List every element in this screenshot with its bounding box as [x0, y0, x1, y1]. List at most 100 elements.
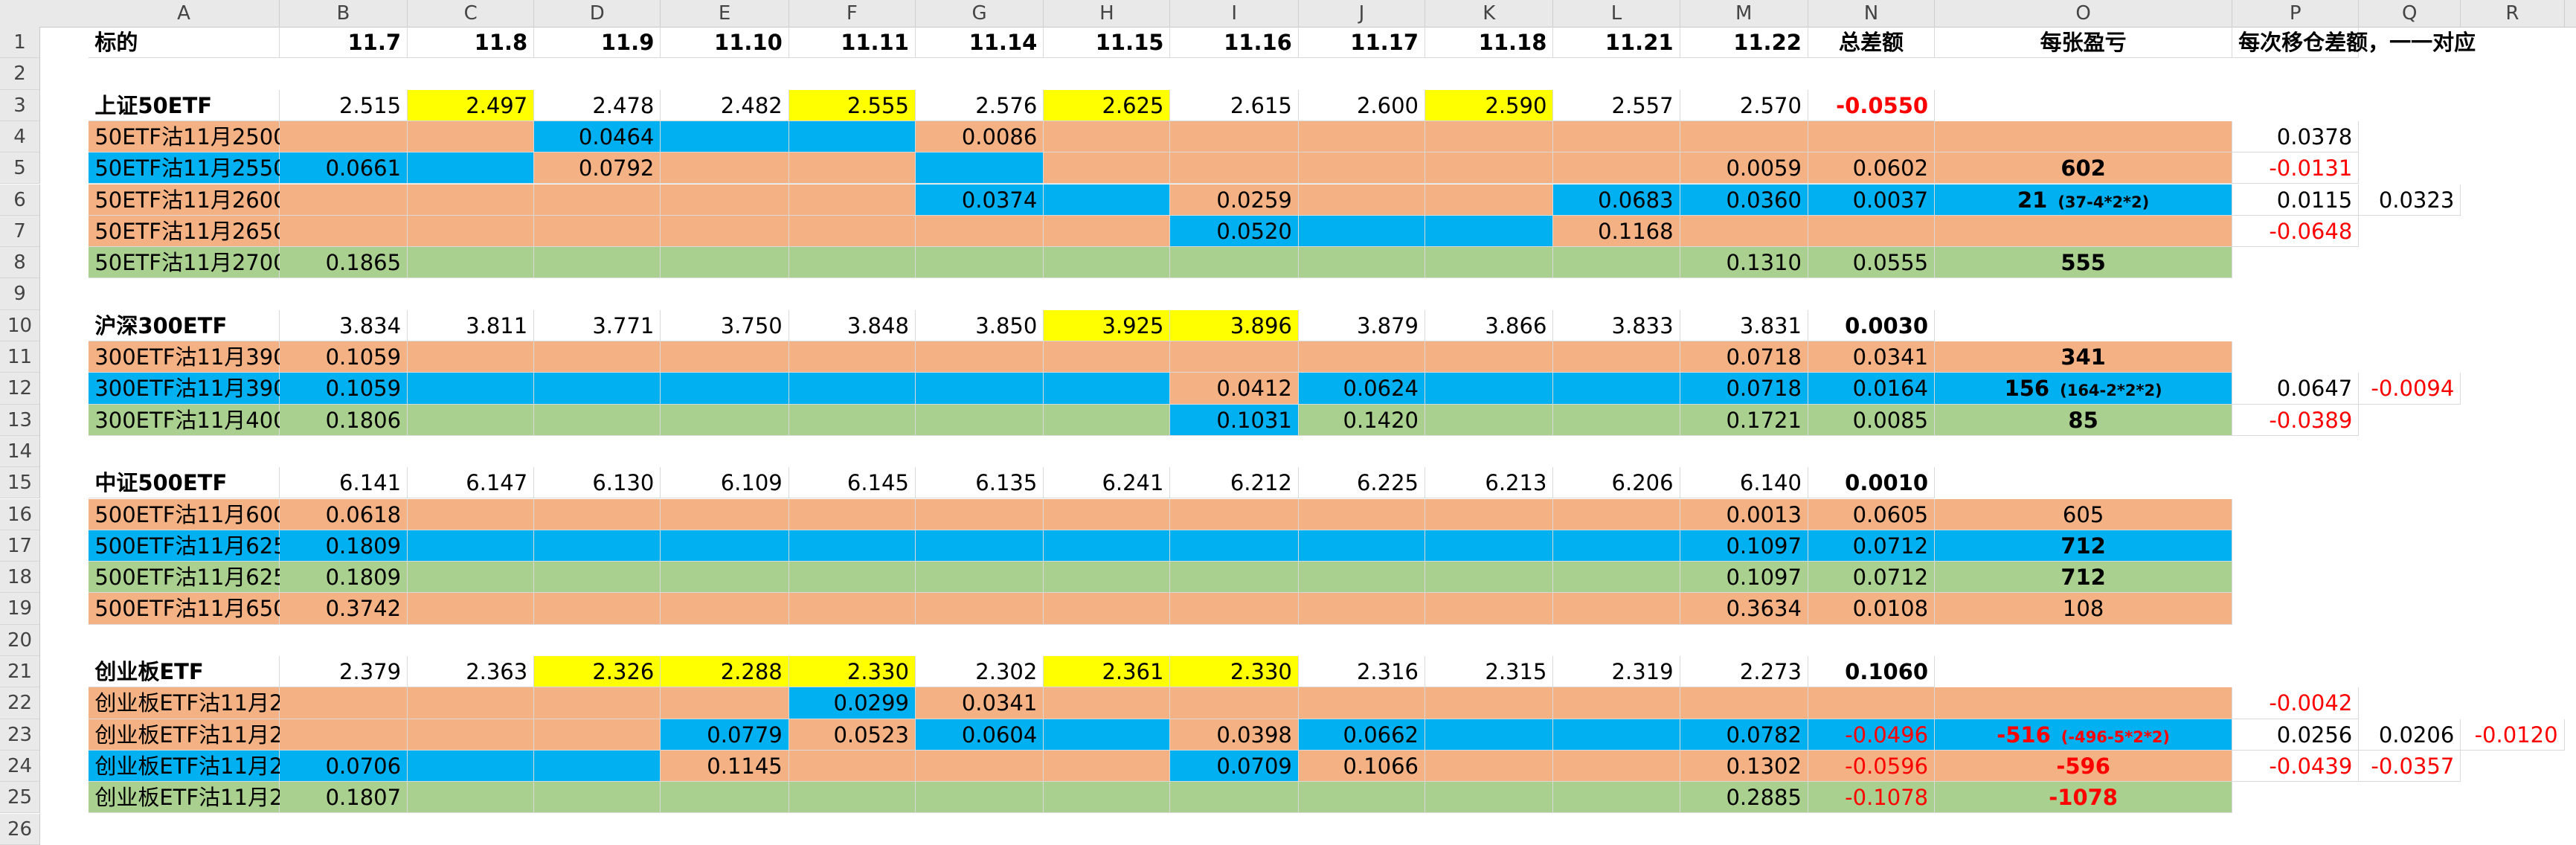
cell-d11[interactable] — [534, 341, 661, 373]
cell-j17[interactable] — [1298, 530, 1426, 562]
cell-q23[interactable]: 0.0206 — [2359, 719, 2461, 751]
cell-n7[interactable] — [1808, 215, 1936, 248]
cell-h25[interactable] — [1044, 782, 1171, 814]
column-header-q[interactable]: Q — [2359, 0, 2461, 27]
cell-k22[interactable] — [1425, 687, 1554, 719]
cell-c19[interactable] — [408, 593, 535, 625]
cell-j5[interactable] — [1298, 152, 1426, 184]
cell-f19[interactable] — [788, 593, 916, 625]
cell-g17[interactable] — [915, 530, 1044, 562]
cell-n21[interactable]: 0.1060 — [1808, 656, 1936, 688]
cell-a12[interactable]: 300ETF沽11月3900 — [89, 373, 301, 405]
cell-f25[interactable] — [788, 782, 916, 814]
cell-h4[interactable] — [1044, 121, 1171, 153]
cell-l16[interactable] — [1553, 498, 1680, 530]
cell-m3[interactable]: 2.570 — [1680, 89, 1808, 121]
cell-d1[interactable]: 11.9 — [534, 27, 661, 59]
cell-f11[interactable] — [788, 341, 916, 373]
cell-k13[interactable] — [1425, 404, 1554, 436]
cell-l12[interactable] — [1553, 373, 1680, 405]
cell-o16[interactable]: 605 — [1935, 498, 2233, 530]
cell-g7[interactable] — [915, 215, 1044, 248]
cell-k3[interactable]: 2.590 — [1425, 89, 1554, 121]
cell-i23[interactable]: 0.0398 — [1170, 719, 1299, 751]
column-header-f[interactable]: F — [789, 0, 916, 27]
cell-k8[interactable] — [1425, 247, 1554, 279]
cell-o1[interactable]: 每张盈亏 — [1935, 27, 2233, 59]
row-header-12[interactable]: 12 — [0, 373, 40, 405]
cell-c25[interactable] — [408, 782, 535, 814]
cell-f7[interactable] — [788, 215, 916, 248]
cell-e22[interactable] — [661, 687, 789, 719]
cell-l4[interactable] — [1553, 121, 1680, 153]
cell-e17[interactable] — [661, 530, 789, 562]
cell-j22[interactable] — [1298, 687, 1426, 719]
cell-f21[interactable]: 2.330 — [788, 656, 916, 688]
cell-p7[interactable]: -0.0648 — [2232, 215, 2360, 248]
cell-m6[interactable]: 0.0360 — [1680, 184, 1808, 216]
cell-g12[interactable] — [915, 373, 1044, 405]
cell-g15[interactable]: 6.135 — [915, 467, 1044, 499]
cell-i19[interactable] — [1170, 593, 1299, 625]
cell-o6[interactable]: 21 (37-4*2*2) — [1935, 184, 2233, 216]
cell-f17[interactable] — [788, 530, 916, 562]
cell-h1[interactable]: 11.15 — [1044, 27, 1171, 59]
cell-f8[interactable] — [788, 247, 916, 279]
cell-f24[interactable] — [788, 750, 916, 783]
cell-j12[interactable]: 0.0624 — [1298, 373, 1426, 405]
cell-h23[interactable] — [1044, 719, 1171, 751]
cell-h16[interactable] — [1044, 498, 1171, 530]
cell-d22[interactable] — [534, 687, 661, 719]
cell-a11[interactable]: 300ETF沽11月3900 — [89, 341, 301, 373]
cell-m21[interactable]: 2.273 — [1680, 656, 1808, 688]
column-header-r[interactable]: R — [2461, 0, 2565, 27]
cell-e3[interactable]: 2.482 — [661, 89, 789, 121]
cell-a16[interactable]: 500ETF沽11月6000 — [89, 498, 301, 530]
cell-i16[interactable] — [1170, 498, 1299, 530]
cell-d8[interactable] — [534, 247, 661, 279]
cell-o19[interactable]: 108 — [1935, 593, 2233, 625]
cell-g8[interactable] — [915, 247, 1044, 279]
cell-e10[interactable]: 3.750 — [661, 309, 789, 341]
cell-l22[interactable] — [1553, 687, 1680, 719]
cell-k18[interactable] — [1425, 562, 1554, 594]
cell-m13[interactable]: 0.1721 — [1680, 404, 1808, 436]
cell-a5[interactable]: 50ETF沽11月2550 — [89, 152, 287, 184]
cell-l21[interactable]: 2.319 — [1553, 656, 1680, 688]
cell-b3[interactable]: 2.515 — [279, 89, 408, 121]
cell-g18[interactable] — [915, 562, 1044, 594]
cell-n6[interactable]: 0.0037 — [1808, 184, 1936, 216]
cell-k7[interactable] — [1425, 215, 1554, 248]
cell-e15[interactable]: 6.109 — [661, 467, 789, 499]
cell-j24[interactable]: 0.1066 — [1298, 750, 1426, 783]
cell-e11[interactable] — [661, 341, 789, 373]
cell-f3[interactable]: 2.555 — [788, 89, 916, 121]
cell-b7[interactable] — [279, 215, 408, 248]
cell-j11[interactable] — [1298, 341, 1426, 373]
cell-o13[interactable]: 85 — [1935, 404, 2233, 436]
cell-b18[interactable]: 0.1809 — [279, 562, 408, 594]
row-header-1[interactable]: 1 — [0, 27, 40, 59]
cell-e12[interactable] — [661, 373, 789, 405]
cell-i17[interactable] — [1170, 530, 1299, 562]
cell-d5[interactable]: 0.0792 — [534, 152, 661, 184]
row-header-7[interactable]: 7 — [0, 215, 40, 248]
cell-i11[interactable] — [1170, 341, 1299, 373]
cell-i18[interactable] — [1170, 562, 1299, 594]
cell-b25[interactable]: 0.1807 — [279, 782, 408, 814]
cell-i7[interactable]: 0.0520 — [1170, 215, 1299, 248]
cell-l25[interactable] — [1553, 782, 1680, 814]
cell-n12[interactable]: 0.0164 — [1808, 373, 1936, 405]
cell-h21[interactable]: 2.361 — [1044, 656, 1171, 688]
cell-i5[interactable] — [1170, 152, 1299, 184]
column-header-i[interactable]: I — [1170, 0, 1299, 27]
cell-n13[interactable]: 0.0085 — [1808, 404, 1936, 436]
cell-h24[interactable] — [1044, 750, 1171, 783]
cell-a10[interactable]: 沪深300ETF — [89, 309, 280, 341]
cell-c8[interactable] — [408, 247, 535, 279]
cell-g10[interactable]: 3.850 — [915, 309, 1044, 341]
cell-d3[interactable]: 2.478 — [534, 89, 661, 121]
cell-n23[interactable]: -0.0496 — [1808, 719, 1936, 751]
cell-a21[interactable]: 创业板ETF — [89, 656, 280, 688]
cell-m7[interactable] — [1680, 215, 1808, 248]
